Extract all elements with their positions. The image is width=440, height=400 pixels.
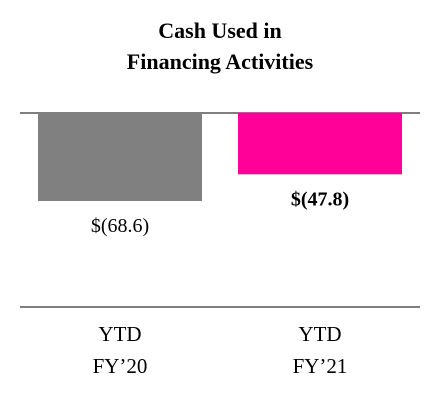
value-label: $(68.6) <box>91 215 149 237</box>
x-tick-label: YTD FY’20 <box>93 322 148 378</box>
value-label: $(47.8) <box>291 188 349 210</box>
chart-title: Cash Used in Financing Activities <box>127 18 314 74</box>
x-tick-label: YTD FY’21 <box>293 322 348 378</box>
bar <box>38 113 202 202</box>
bar <box>238 113 402 175</box>
